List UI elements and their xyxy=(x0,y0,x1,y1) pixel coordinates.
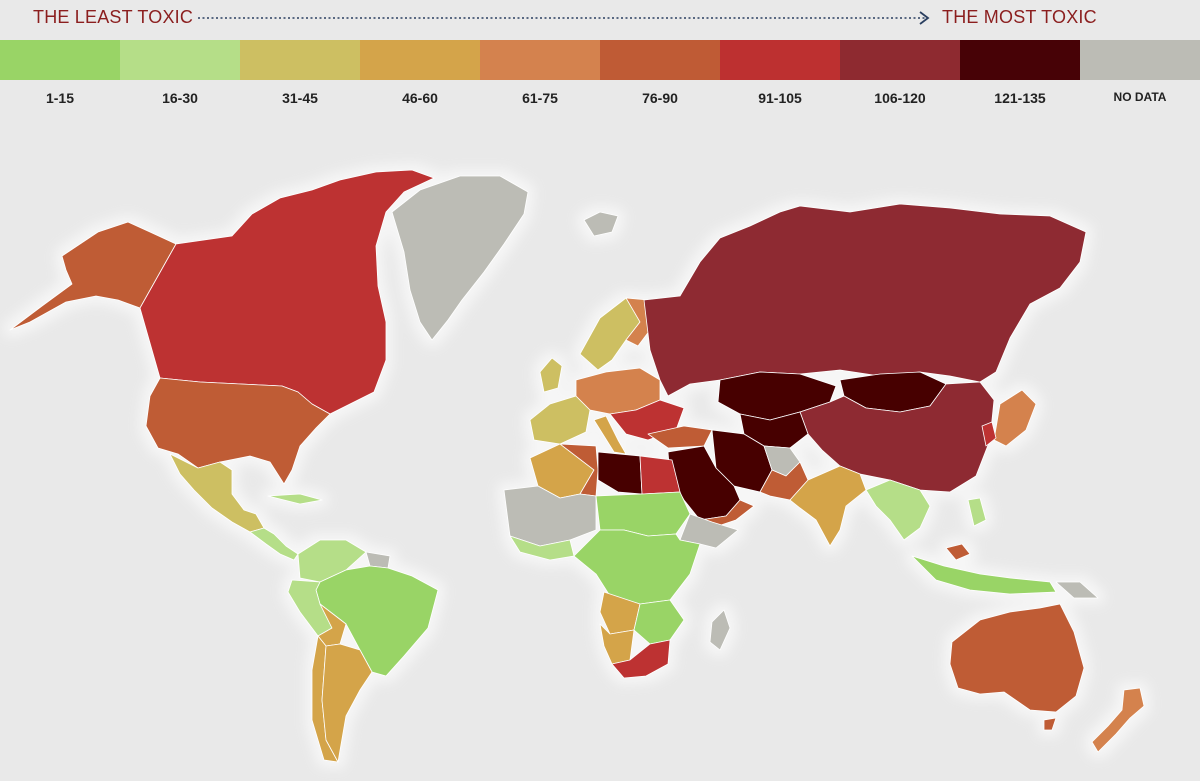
legend-swatch xyxy=(120,40,240,80)
legend-swatch xyxy=(360,40,480,80)
country-cuba xyxy=(267,493,323,505)
country-south-africa xyxy=(611,639,671,679)
country-usa xyxy=(145,377,331,485)
country-central-africa xyxy=(573,529,701,605)
legend-swatch xyxy=(960,40,1080,80)
legend-label: 91-105 xyxy=(758,90,802,106)
legend-swatch xyxy=(840,40,960,80)
country-madagascar xyxy=(709,609,731,651)
legend-swatch xyxy=(600,40,720,80)
country-malaysia xyxy=(945,543,971,561)
legend-swatch xyxy=(0,40,120,80)
country-philippines xyxy=(967,497,987,527)
country-australia xyxy=(949,603,1085,713)
world-map xyxy=(0,150,1200,781)
country-canada xyxy=(139,169,435,415)
country-tasmania xyxy=(1043,717,1057,731)
country-png xyxy=(1055,581,1099,599)
country-southeast-asia xyxy=(865,479,931,541)
legend-label: 31-45 xyxy=(282,90,318,106)
country-russia xyxy=(643,203,1087,397)
country-sahel-center xyxy=(595,491,691,537)
country-west-africa xyxy=(503,485,597,547)
country-italy xyxy=(593,415,627,455)
world-map-svg xyxy=(9,169,1145,763)
legend-label: 121-135 xyxy=(994,90,1046,106)
most-toxic-label: THE MOST TOXIC xyxy=(942,7,1097,27)
country-central-america xyxy=(249,527,299,561)
scale-header: THE LEAST TOXIC THE MOST TOXIC xyxy=(0,0,1200,38)
country-guianas xyxy=(365,551,391,569)
country-iceland xyxy=(583,211,619,237)
country-alaska xyxy=(9,221,177,331)
legend-swatch xyxy=(1080,40,1200,80)
legend-label: 106-120 xyxy=(874,90,926,106)
legend-swatch xyxy=(720,40,840,80)
legend-labels: 1-15 16-30 31-45 46-60 61-75 76-90 91-105 106-1… xyxy=(0,90,1200,110)
scale-arrow-icon xyxy=(198,11,930,25)
country-mexico xyxy=(169,453,265,533)
legend-label: 16-30 xyxy=(162,90,198,106)
legend-color-scale xyxy=(0,40,1200,80)
legend-label: 46-60 xyxy=(402,90,438,106)
legend-swatch xyxy=(480,40,600,80)
legend-label: 1-15 xyxy=(45,90,75,106)
country-turkey xyxy=(647,425,713,449)
country-greenland xyxy=(391,175,529,341)
least-toxic-label: THE LEAST TOXIC xyxy=(33,7,194,27)
country-korea xyxy=(981,421,997,447)
legend-swatch xyxy=(240,40,360,80)
country-argentina xyxy=(321,643,373,763)
country-southern-africa xyxy=(633,599,685,645)
country-western-europe xyxy=(529,395,591,445)
country-uk xyxy=(539,357,563,393)
country-india xyxy=(789,465,867,547)
country-indonesia xyxy=(911,555,1057,595)
legend-label: 61-75 xyxy=(522,90,558,106)
legend-label: NO DATA xyxy=(1113,90,1167,104)
country-libya xyxy=(597,451,643,495)
country-colombia-venezuela xyxy=(297,539,367,583)
country-new-zealand xyxy=(1091,687,1145,753)
country-japan xyxy=(993,389,1037,447)
legend-label: 76-90 xyxy=(642,90,678,106)
